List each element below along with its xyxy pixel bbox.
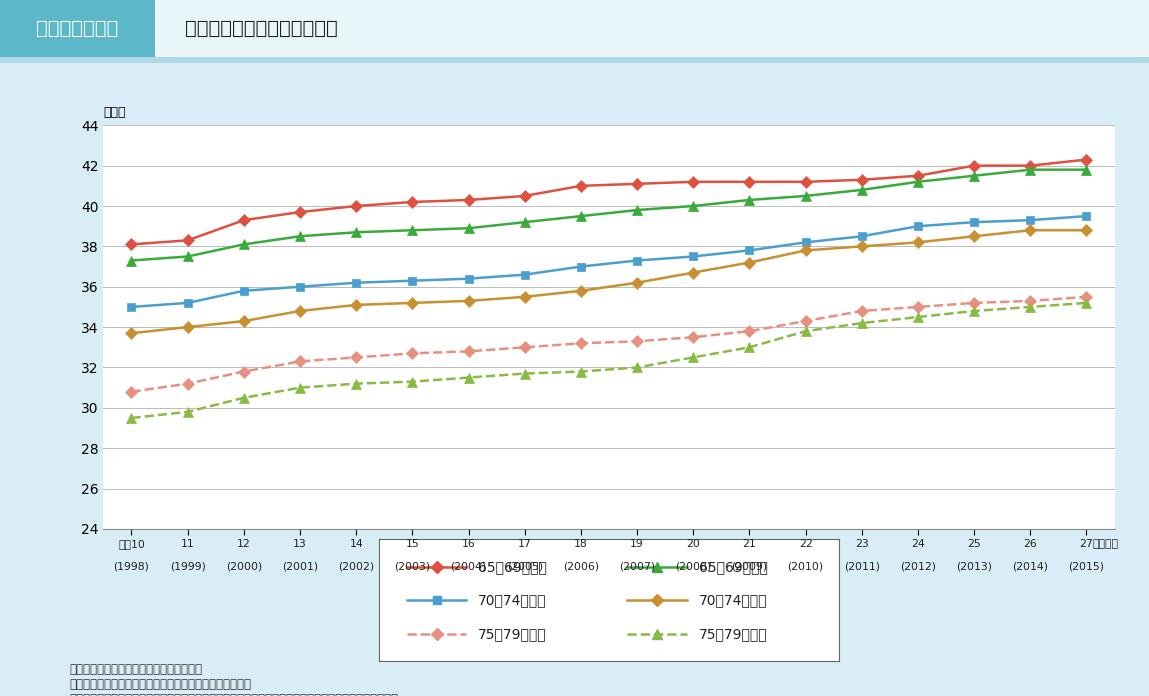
Text: (2014): (2014) <box>1012 562 1048 571</box>
Text: 22: 22 <box>799 539 812 549</box>
Text: 12: 12 <box>237 539 250 549</box>
Text: (2003): (2003) <box>394 562 431 571</box>
Text: (1999): (1999) <box>170 562 206 571</box>
Text: 19: 19 <box>630 539 643 549</box>
Text: 11: 11 <box>180 539 194 549</box>
Text: 23: 23 <box>855 539 869 549</box>
Text: 17: 17 <box>518 539 532 549</box>
Text: （注２）合計点は、新体力テスト実施要項の「項目別得点表」による。得点基準は、男女により異なる。: （注２）合計点は、新体力テスト実施要項の「項目別得点表」による。得点基準は、男女… <box>69 693 398 696</box>
Text: 75～79歳男子: 75～79歳男子 <box>478 627 547 642</box>
Text: 26: 26 <box>1024 539 1038 549</box>
Text: （年度）: （年度） <box>1093 539 1118 549</box>
Text: 14: 14 <box>349 539 363 549</box>
Text: 27: 27 <box>1080 539 1094 549</box>
Text: 24: 24 <box>911 539 925 549</box>
Text: 16: 16 <box>462 539 476 549</box>
Text: 65～69歳女子: 65～69歳女子 <box>699 560 768 574</box>
Text: 21: 21 <box>742 539 756 549</box>
Text: (2005): (2005) <box>507 562 542 571</box>
Text: 高齢者の新体力テスト合計点: 高齢者の新体力テスト合計点 <box>185 19 338 38</box>
Text: 図１－２－１０: 図１－２－１０ <box>37 19 118 38</box>
Text: 25: 25 <box>967 539 981 549</box>
Text: (2008): (2008) <box>676 562 711 571</box>
Text: (2011): (2011) <box>843 562 880 571</box>
Text: 65～69歳男子: 65～69歳男子 <box>478 560 547 574</box>
Text: 20: 20 <box>686 539 700 549</box>
Text: (2006): (2006) <box>563 562 599 571</box>
Text: 18: 18 <box>574 539 588 549</box>
Text: 平成10: 平成10 <box>118 539 145 549</box>
Text: (2000): (2000) <box>225 562 262 571</box>
Text: （点）: （点） <box>103 106 126 119</box>
Text: 75～79歳女子: 75～79歳女子 <box>699 627 768 642</box>
Text: (2002): (2002) <box>338 562 375 571</box>
Text: (2001): (2001) <box>282 562 318 571</box>
Text: 70～74歳男子: 70～74歳男子 <box>478 593 547 608</box>
Text: 15: 15 <box>406 539 419 549</box>
Text: （注１）図は、３点移動平均法を用いて平滑化してある。: （注１）図は、３点移動平均法を用いて平滑化してある。 <box>69 678 250 691</box>
Text: (2013): (2013) <box>956 562 992 571</box>
Text: 70～74歳女子: 70～74歳女子 <box>699 593 768 608</box>
Text: (2010): (2010) <box>787 562 824 571</box>
Text: (2012): (2012) <box>900 562 936 571</box>
Text: (2004): (2004) <box>450 562 486 571</box>
Text: 資料：スポーツ庁「体力・運動能力調査」: 資料：スポーツ庁「体力・運動能力調査」 <box>69 663 202 676</box>
Text: 13: 13 <box>293 539 307 549</box>
Text: (2007): (2007) <box>619 562 655 571</box>
Text: (2009): (2009) <box>732 562 768 571</box>
Text: (2015): (2015) <box>1069 562 1104 571</box>
Text: (1998): (1998) <box>114 562 149 571</box>
